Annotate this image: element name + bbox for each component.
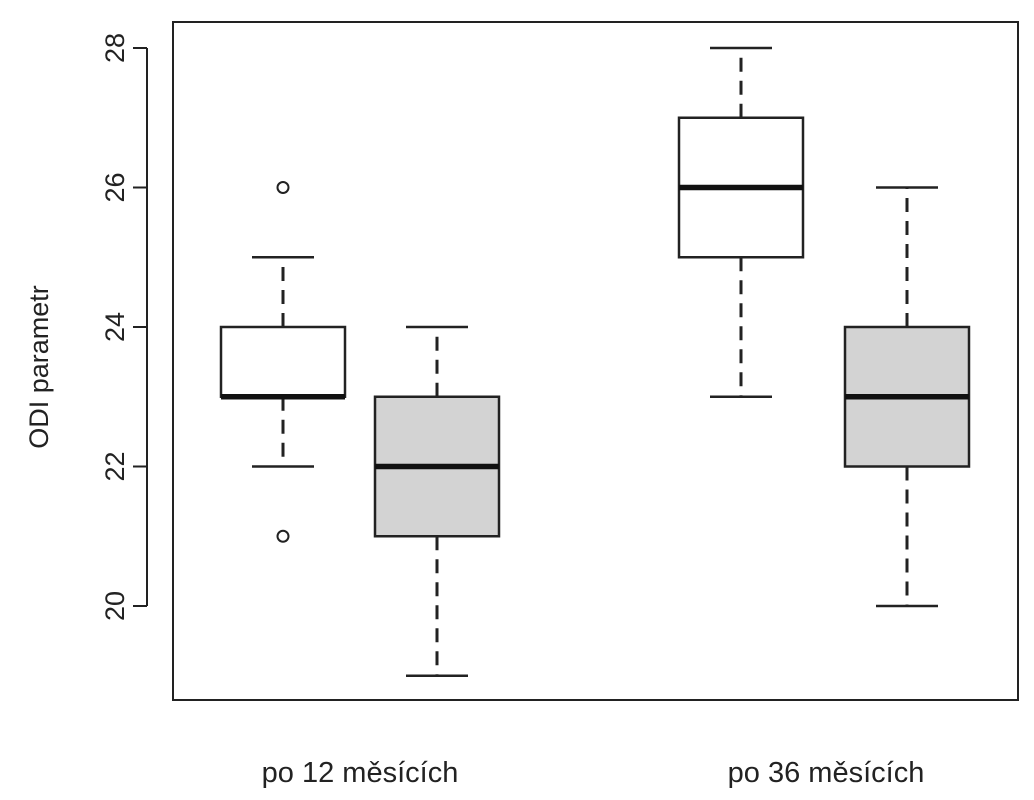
box-group [219, 46, 971, 677]
x-axis-labels: po 12 měsících po 36 měsících [262, 757, 925, 789]
outlier-point [276, 529, 290, 543]
y-tick-label: 26 [100, 172, 130, 202]
x-category-label: po 12 měsících [262, 757, 459, 789]
y-tick-label: 22 [100, 451, 130, 481]
outlier-point [276, 181, 290, 194]
box [219, 181, 347, 543]
y-axis-title: ODI parametr [24, 285, 54, 449]
x-category-label: po 36 měsících [728, 757, 925, 789]
y-axis: 20 22 24 26 28 [100, 33, 148, 621]
y-tick-label: 24 [100, 312, 130, 342]
plot-frame [172, 21, 1019, 701]
box [677, 46, 805, 398]
y-tick-label: 20 [100, 591, 130, 621]
iqr-box [219, 325, 347, 398]
y-tick-label: 28 [100, 33, 130, 63]
box [843, 186, 971, 608]
box [373, 325, 501, 677]
